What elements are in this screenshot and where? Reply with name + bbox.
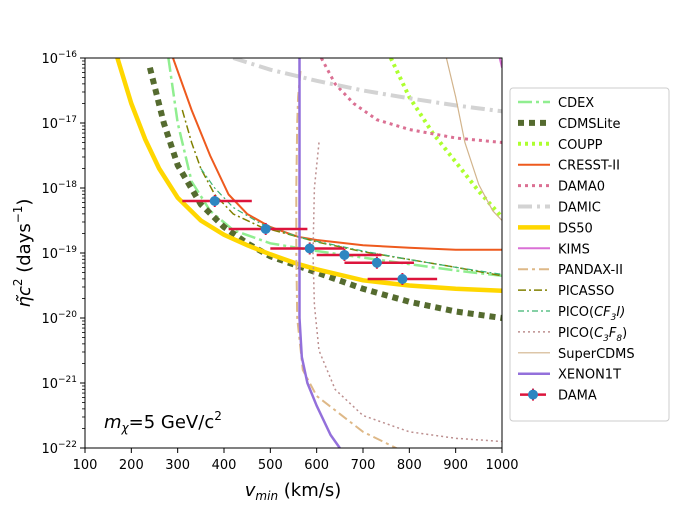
x-tick-label-500: 500 xyxy=(258,458,283,473)
mass-annotation: mχ=5 GeV/c2 xyxy=(104,409,222,435)
y-tick-label-5: 10−17 xyxy=(41,115,77,132)
y-tick-label-2: 10−20 xyxy=(41,310,77,327)
legend-label-pico-cf3i: PICO(CF3I) xyxy=(558,305,625,323)
x-tick-label-600: 600 xyxy=(304,458,329,473)
series-supercdms xyxy=(445,58,502,221)
y-axis-label: η̃c2 (days−1) xyxy=(11,199,35,308)
y-tick-label-3: 10−19 xyxy=(41,245,77,262)
plot-frame xyxy=(84,57,503,449)
series-pandax-ii xyxy=(295,70,399,448)
legend-label-dama0: DAMA0 xyxy=(558,180,605,195)
dama-point-4 xyxy=(339,249,350,260)
dama-point-6 xyxy=(397,274,408,284)
legend-label-pandax-ii: PANDAX-II xyxy=(558,263,623,278)
dama-point-3 xyxy=(304,243,315,254)
legend-label-dama: DAMA xyxy=(558,389,597,404)
x-axis-label: vmin (km/s) xyxy=(245,480,341,503)
dama-point-1 xyxy=(209,196,220,206)
x-tick-label-900: 900 xyxy=(443,458,468,473)
x-tick-label-1000: 1000 xyxy=(485,458,518,473)
y-tick-label-1: 10−21 xyxy=(41,375,77,392)
series-layer xyxy=(115,58,502,448)
y-tick-label-6: 10−16 xyxy=(41,50,77,67)
x-tick-label-200: 200 xyxy=(119,458,144,473)
legend-label-supercdms: SuperCDMS xyxy=(558,347,635,362)
series-pico-c3f8 xyxy=(312,142,502,443)
legend-label-cdmslite: CDMSLite xyxy=(558,117,621,132)
legend-label-damic: DAMIC xyxy=(558,201,601,216)
series-coupp xyxy=(388,58,502,219)
legend: CDEX CDMSLite COUPP CRESST-II DAMA0 DAMIC DS50… xyxy=(509,87,670,422)
y-tick-label-0: 10−22 xyxy=(41,440,77,457)
dama-point-5 xyxy=(371,257,382,268)
legend-label-ds50: DS50 xyxy=(558,221,593,236)
legend-label-pico-c3f8: PICO(C3F8) xyxy=(558,326,627,344)
legend-label-cresst-ii: CRESST-II xyxy=(558,159,620,174)
dama-layer xyxy=(182,195,438,285)
y-tick-label-4: 10−18 xyxy=(41,180,77,197)
legend-label-coupp: COUPP xyxy=(558,138,603,153)
x-axis-ticks: 100 200 300 400 500 600 700 800 900 1000 xyxy=(73,448,519,473)
series-damic xyxy=(232,58,502,114)
x-tick-label-100: 100 xyxy=(73,458,98,473)
series-xenon1t xyxy=(298,58,341,448)
legend-label-picasso: PICASSO xyxy=(558,284,614,299)
series-pico-cf3i xyxy=(200,168,502,275)
legend-label-cdex: CDEX xyxy=(558,96,594,111)
x-tick-label-700: 700 xyxy=(351,458,376,473)
x-tick-label-800: 800 xyxy=(397,458,422,473)
series-ds50 xyxy=(115,58,502,293)
x-tick-label-300: 300 xyxy=(165,458,190,473)
series-cdex xyxy=(167,58,502,278)
legend-box xyxy=(509,87,670,422)
x-tick-label-400: 400 xyxy=(212,458,237,473)
legend-label-xenon1t: XENON1T xyxy=(558,368,621,383)
legend-marker-dama xyxy=(528,389,538,400)
series-dama0 xyxy=(319,58,502,144)
dama-point-2 xyxy=(260,223,271,234)
legend-label-kims: KIMS xyxy=(558,242,590,257)
y-axis-ticks: 10−22 10−21 10−20 10−19 10−18 10−17 10−16 xyxy=(41,50,85,457)
